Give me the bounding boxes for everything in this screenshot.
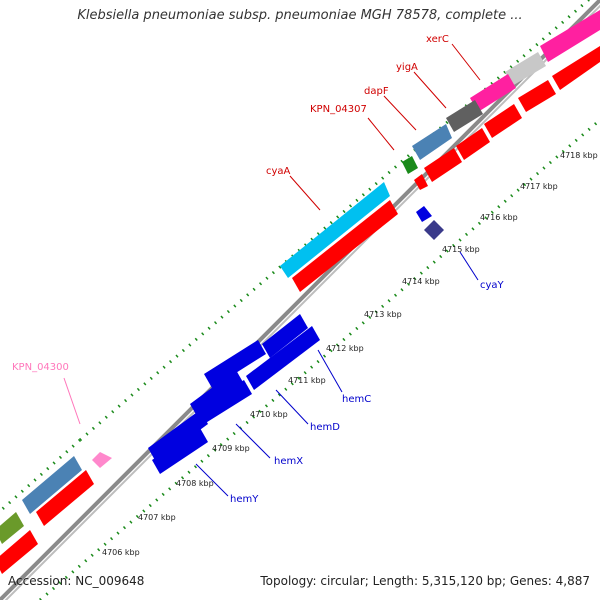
leader-hemD: [275, 389, 309, 425]
label-kpn04300[interactable]: KPN_04300: [12, 362, 69, 373]
gene-cyaY-2[interactable]: [424, 220, 444, 240]
gene-hemC-1[interactable]: [262, 314, 308, 358]
cds-red-3[interactable]: [484, 104, 522, 138]
label-hemD[interactable]: hemD: [310, 422, 340, 433]
leader-hemC: [317, 349, 343, 393]
label-hemX[interactable]: hemX: [274, 456, 303, 467]
cds-red-4[interactable]: [456, 128, 490, 160]
label-kpn04307[interactable]: KPN_04307: [310, 104, 367, 115]
scale-label-4706: 4706 kbp: [102, 548, 140, 557]
gene-block-yigA[interactable]: [470, 74, 516, 112]
cds-red-5[interactable]: [424, 148, 462, 182]
gene-block-dapF[interactable]: [446, 100, 483, 132]
gene-block-cyaA[interactable]: [280, 182, 390, 278]
scale-label-4707: 4707 kbp: [138, 513, 176, 522]
gene-block-group: [0, 10, 600, 544]
scale-labels: 4706 kbp 4707 kbp 4708 kbp 4709 kbp 4710…: [102, 151, 598, 557]
gene-block-kpn04300[interactable]: [92, 452, 112, 468]
cds-red-cyaA[interactable]: [292, 200, 398, 292]
scale-label-4716: 4716 kbp: [480, 213, 518, 222]
leader-xerC: [451, 43, 481, 81]
scale-label-4711: 4711 kbp: [288, 376, 326, 385]
gene-hemX-1[interactable]: [196, 380, 252, 424]
label-yigA[interactable]: yigA: [396, 62, 418, 73]
gene-hemC-2[interactable]: [246, 326, 320, 390]
scale-label-4708: 4708 kbp: [176, 479, 214, 488]
cds-red-2[interactable]: [518, 80, 556, 112]
gene-block-green[interactable]: [402, 156, 418, 174]
gene-labels: xerC yigA dapF KPN_04307 cyaA cyaY KPN_0…: [12, 34, 505, 505]
gene-block-xerC[interactable]: [540, 10, 600, 62]
scale-label-4714: 4714 kbp: [402, 277, 440, 286]
leader-kpn04307: [367, 117, 395, 151]
leader-cyaY: [459, 251, 479, 281]
gene-hemD-1[interactable]: [204, 340, 266, 388]
topology-summary: Topology: circular; Length: 5,315,120 bp…: [260, 574, 590, 588]
gene-hemX-2[interactable]: [148, 410, 208, 462]
label-xerC[interactable]: xerC: [426, 34, 449, 45]
gene-cyaY-1[interactable]: [416, 206, 432, 222]
label-cyaY[interactable]: cyaY: [480, 280, 505, 291]
hem-gene-cluster: [148, 206, 444, 474]
label-leaders: [63, 43, 481, 497]
gene-hemY[interactable]: [152, 428, 208, 474]
scale-label-4717: 4717 kbp: [520, 182, 558, 191]
gene-block-lightgray[interactable]: [505, 52, 546, 86]
label-cyaA[interactable]: cyaA: [266, 166, 291, 177]
cds-red-1[interactable]: [552, 46, 600, 90]
scale-label-4712: 4712 kbp: [326, 344, 364, 353]
leader-hemX: [235, 423, 271, 459]
scale-label-4710: 4710 kbp: [250, 410, 288, 419]
scale-label-4709: 4709 kbp: [212, 444, 250, 453]
scale-label-4718: 4718 kbp: [560, 151, 598, 160]
leader-yigA: [413, 71, 447, 109]
label-dapF[interactable]: dapF: [364, 86, 389, 97]
cds-red-lower-2[interactable]: [0, 530, 38, 574]
outer-tick-row-lower: [0, 438, 81, 514]
map-title: Klebsiella pneumoniae subsp. pneumoniae …: [77, 8, 523, 23]
accession-text: Accession: NC_009648: [8, 574, 145, 588]
leader-kpn04300: [63, 377, 81, 425]
cds-red-lower[interactable]: [36, 470, 94, 526]
leader-dapF: [383, 95, 417, 131]
gene-block-olive[interactable]: [0, 512, 24, 544]
scale-label-4713: 4713 kbp: [364, 310, 402, 319]
cds-red-6[interactable]: [414, 174, 428, 190]
gene-block-kpn04307[interactable]: [412, 124, 452, 160]
label-hemY[interactable]: hemY: [230, 494, 259, 505]
leader-hemY: [195, 463, 229, 497]
cds-red-track: [0, 46, 600, 574]
scale-label-4715: 4715 kbp: [442, 245, 480, 254]
leader-cyaA: [289, 175, 321, 211]
label-hemC[interactable]: hemC: [342, 394, 371, 405]
gene-block-steelblue-lower[interactable]: [22, 456, 82, 514]
inner-tick-row: [39, 118, 600, 600]
